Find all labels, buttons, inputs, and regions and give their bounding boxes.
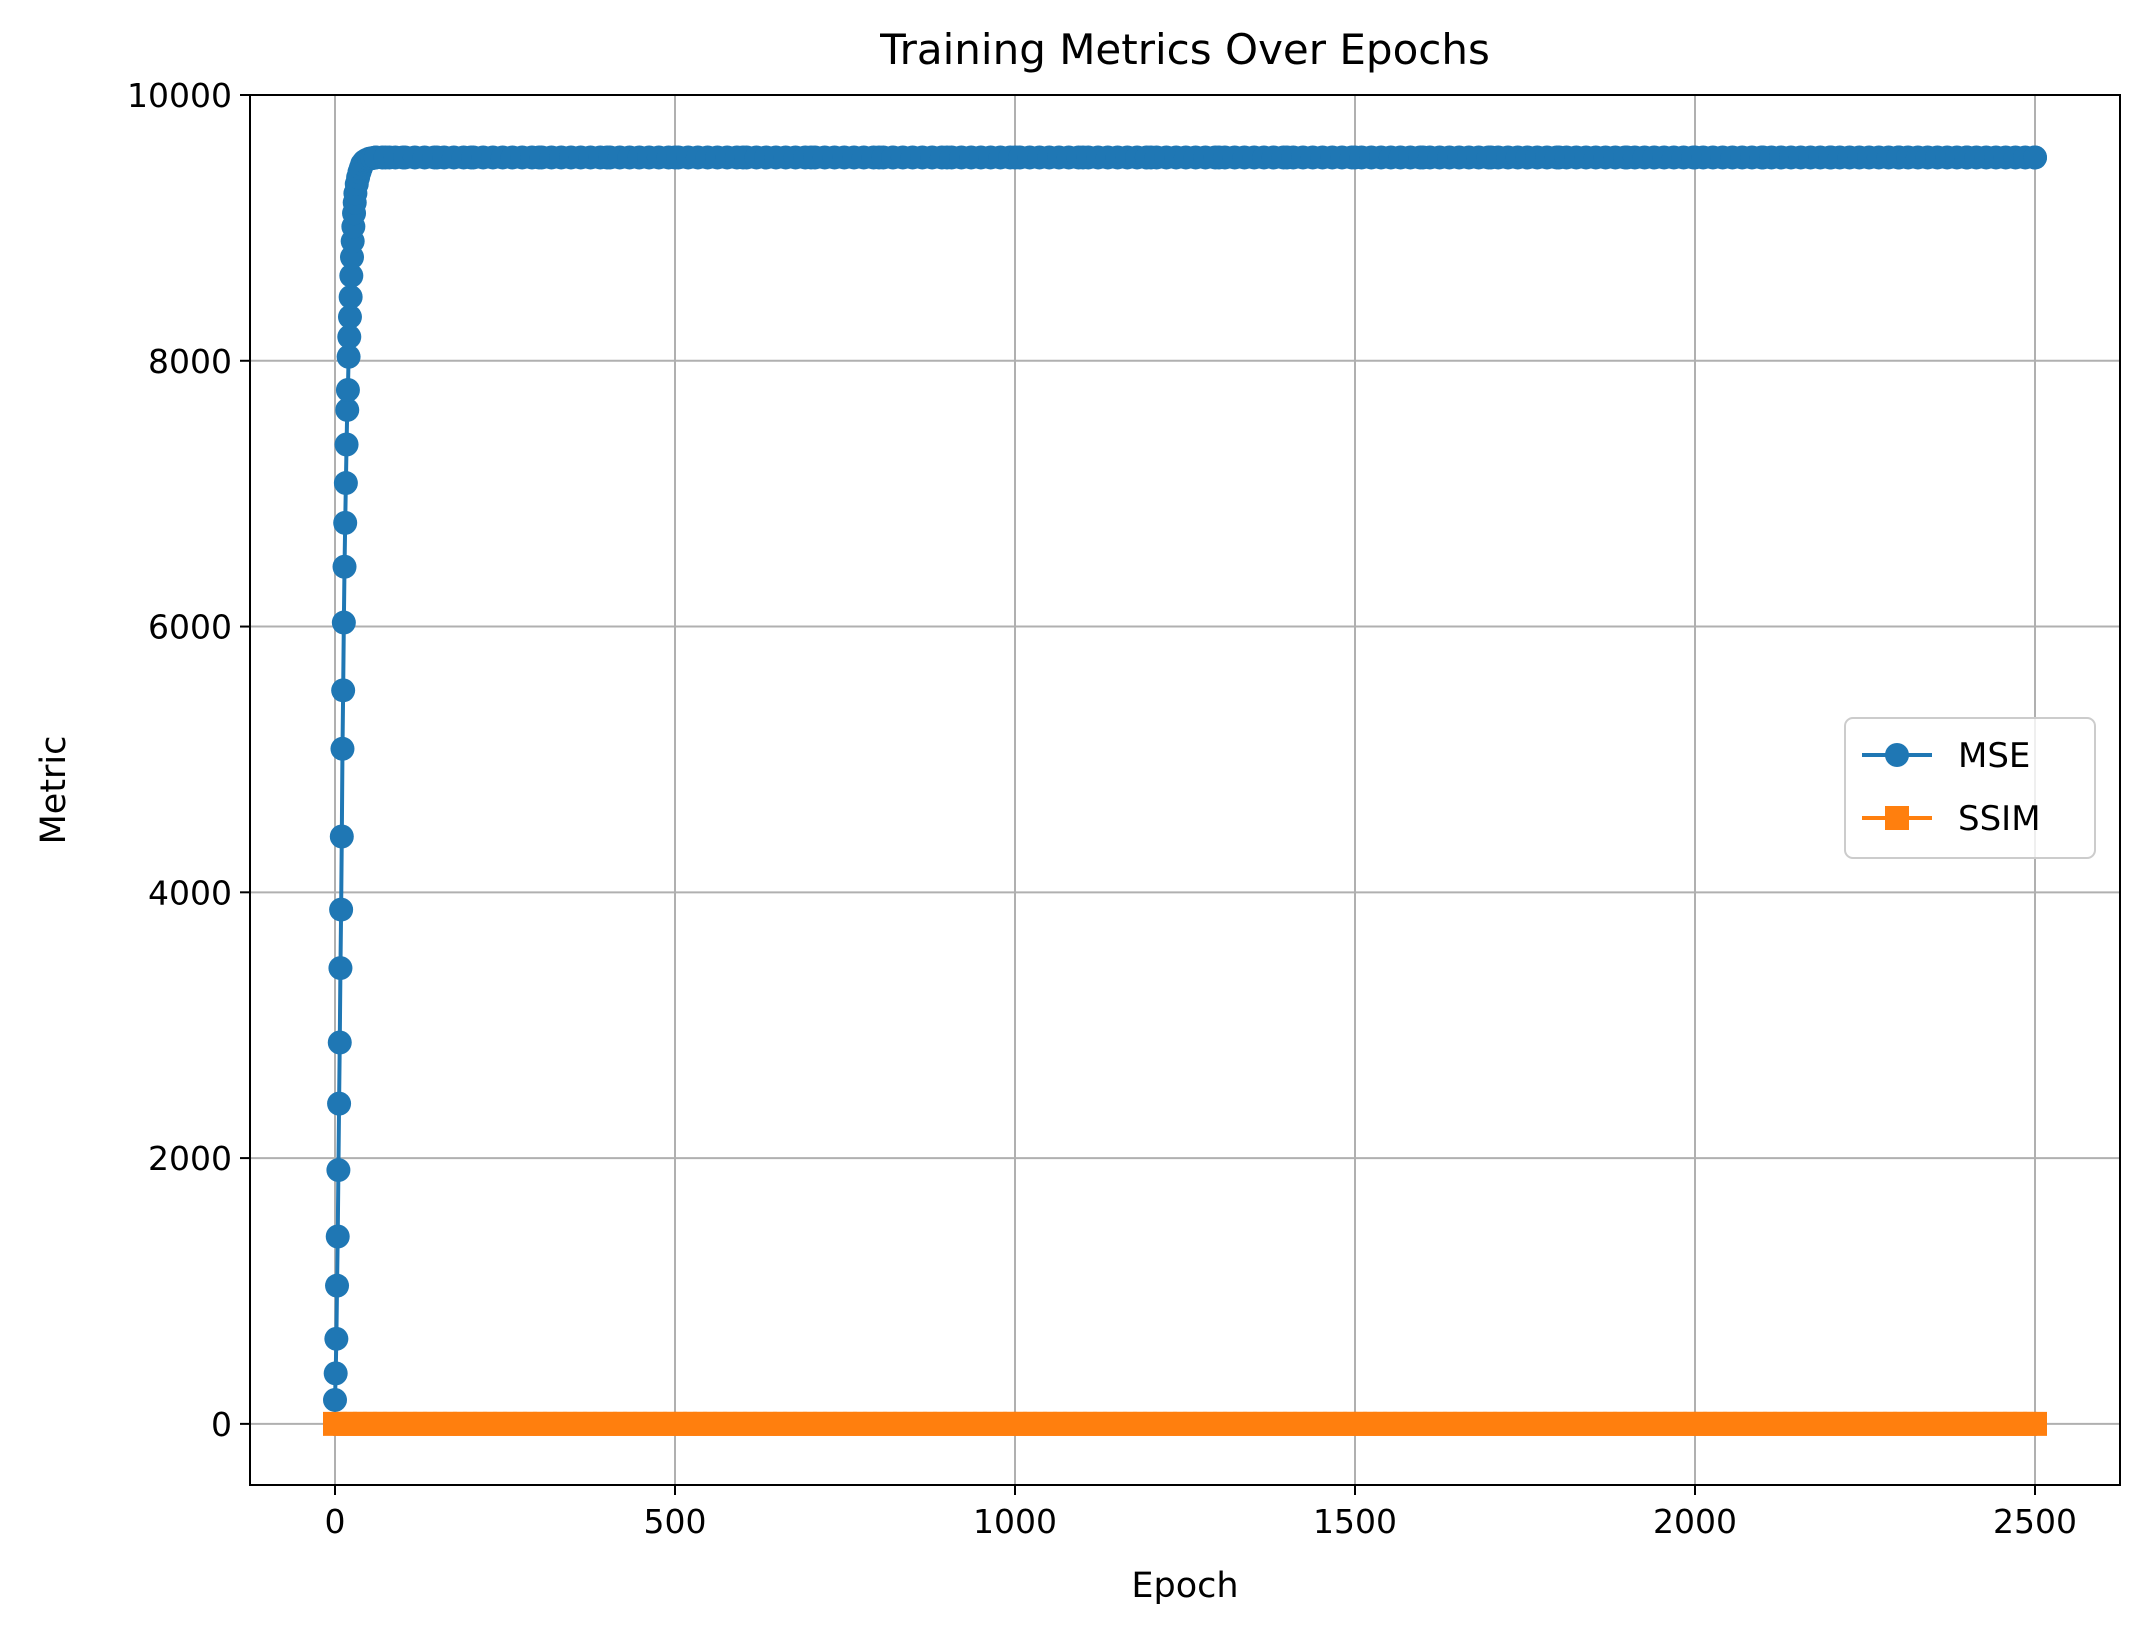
y-tick-label: 6000 xyxy=(148,608,232,647)
plot-frame xyxy=(249,94,2121,1486)
y-tick-label: 10000 xyxy=(127,76,232,115)
data-point-mse xyxy=(326,1158,351,1183)
data-point-mse xyxy=(339,263,364,288)
data-point-mse xyxy=(325,1224,350,1249)
x-tick-label: 1000 xyxy=(973,1502,1057,1541)
data-point-mse xyxy=(333,471,358,496)
y-tick-label: 8000 xyxy=(148,342,232,381)
data-point-mse xyxy=(337,324,362,349)
data-point-mse xyxy=(330,736,355,761)
legend-label-mse: MSE xyxy=(1958,736,2030,776)
plot-series xyxy=(323,145,2047,1436)
x-tick-label: 500 xyxy=(644,1502,707,1541)
data-point-mse xyxy=(331,678,356,703)
legend: MSE SSIM xyxy=(1844,717,2096,859)
legend-label-ssim: SSIM xyxy=(1958,799,2041,839)
data-point-ssim xyxy=(2023,1411,2047,1436)
data-point-mse xyxy=(328,956,353,981)
y-tick-label: 4000 xyxy=(148,873,232,912)
axis-ticks: 0 500 1000 1500 2000 2500 0 2000 4000 6000 8000 100… xyxy=(127,76,2077,1541)
data-point-mse xyxy=(329,897,354,922)
data-point-mse xyxy=(334,432,359,457)
x-tick-label: 2500 xyxy=(1993,1502,2077,1541)
data-point-mse xyxy=(337,304,362,329)
data-point-mse xyxy=(323,1387,347,1412)
x-axis-label: Epoch xyxy=(1131,1566,1238,1606)
y-tick-label: 2000 xyxy=(148,1139,232,1178)
x-tick-label: 1500 xyxy=(1313,1502,1397,1541)
data-point-mse xyxy=(324,1326,349,1351)
chart-title: Training Metrics Over Epochs xyxy=(879,25,1490,74)
x-tick-label: 0 xyxy=(325,1502,346,1541)
legend-marker-mse xyxy=(1885,743,1909,767)
y-tick-label: 0 xyxy=(211,1405,232,1444)
data-point-mse xyxy=(2023,145,2047,170)
x-tick-label: 2000 xyxy=(1653,1502,1737,1541)
data-point-mse xyxy=(336,344,361,369)
data-point-mse xyxy=(331,610,356,635)
data-point-mse xyxy=(329,824,354,849)
data-point-mse xyxy=(338,284,363,309)
y-axis-label: Metric xyxy=(34,736,74,845)
legend-marker-ssim xyxy=(1885,806,1909,830)
data-point-mse xyxy=(323,1361,348,1386)
data-point-mse xyxy=(333,510,358,535)
data-point-mse xyxy=(332,554,357,579)
data-point-mse xyxy=(335,397,360,422)
data-point-mse xyxy=(327,1091,352,1116)
data-point-mse xyxy=(325,1273,350,1298)
data-point-mse xyxy=(335,378,360,403)
data-point-mse xyxy=(327,1030,352,1055)
